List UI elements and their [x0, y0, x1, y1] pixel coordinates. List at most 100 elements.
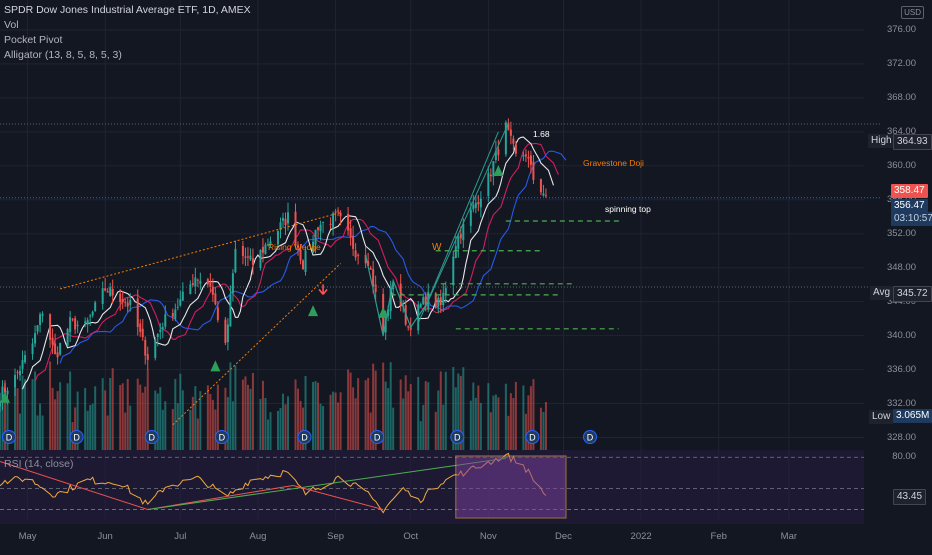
sell-arrow-icon: [318, 284, 328, 295]
pocket-pivot-arrow: [210, 360, 221, 372]
volume-bar: [129, 405, 132, 450]
volume-bar: [374, 370, 377, 450]
candle-body: [179, 299, 182, 306]
wedge-trendline: [172, 263, 341, 426]
candle-body: [374, 284, 377, 293]
candle-body: [319, 224, 322, 232]
candle-body: [129, 299, 132, 306]
volume-bar: [269, 412, 272, 450]
candle-body: [156, 334, 159, 338]
candle-body: [494, 150, 497, 161]
volume-bar: [329, 394, 332, 450]
volume-bar: [314, 381, 317, 450]
candle-body: [529, 155, 532, 165]
volume-bar: [4, 383, 7, 450]
candle-body: [487, 172, 490, 197]
time-axis-label: Dec: [555, 531, 572, 542]
volume-bar: [121, 383, 124, 450]
spinning-top-label: spinning top: [605, 204, 651, 214]
volume-bar: [512, 398, 515, 450]
volume-bar: [409, 384, 412, 450]
volume-bar: [231, 401, 234, 450]
candle-body: [347, 213, 350, 231]
volume-bar: [367, 377, 370, 450]
candle-body: [297, 248, 300, 250]
candle-body: [49, 314, 52, 340]
volume-bar: [312, 381, 315, 450]
volume-bar: [297, 388, 300, 450]
currency-label[interactable]: USD: [901, 6, 924, 19]
candle-body: [229, 294, 232, 327]
candle-body: [206, 279, 209, 285]
candle-body: [492, 161, 495, 177]
dividend-icon: [583, 430, 598, 444]
volume-bar: [6, 400, 9, 450]
alligator-indicator-label[interactable]: Alligator (13, 8, 5, 8, 5, 3): [4, 49, 122, 61]
volume-bar: [434, 411, 437, 450]
volume-bar: [24, 379, 27, 450]
candle-body: [387, 309, 390, 316]
volume-bar: [284, 404, 287, 450]
candle-body: [407, 326, 410, 328]
candle-body: [504, 122, 507, 155]
rsi-indicator-label[interactable]: RSI (14, close): [4, 458, 74, 470]
candle-body: [161, 327, 164, 330]
volume-bar: [51, 387, 54, 450]
dividend-icon: [214, 430, 229, 444]
volume-bar: [507, 415, 510, 450]
volume-bar: [402, 398, 405, 450]
candle-body: [497, 149, 500, 156]
avg-price-badge: 345.72: [893, 286, 932, 302]
symbol-title[interactable]: SPDR Dow Jones Industrial Average ETF, 1…: [4, 4, 251, 16]
candle-body: [514, 144, 517, 154]
dividend-icon: [370, 430, 385, 444]
volume-bar: [94, 386, 97, 450]
candle-body: [249, 255, 252, 260]
volume-bar: [144, 386, 147, 450]
volume-bar: [159, 387, 162, 450]
candle-body: [234, 248, 237, 273]
volume-bar: [529, 386, 532, 450]
volume-bar: [276, 410, 279, 450]
candle-body: [422, 297, 425, 305]
candle-body: [241, 246, 244, 256]
volume-bar: [189, 410, 192, 450]
volume-bar: [452, 366, 455, 450]
volume-bar: [287, 396, 289, 450]
candle-body: [119, 293, 122, 303]
candle-body: [524, 154, 527, 157]
volume-bar: [264, 397, 267, 450]
volume-bar: [299, 400, 302, 450]
volume-bar: [76, 391, 79, 450]
candle-body: [196, 279, 199, 281]
volume-bar: [59, 382, 62, 450]
dividend-marker-label: D: [149, 433, 156, 443]
volume-bar: [479, 402, 482, 450]
volume-bar: [139, 384, 142, 450]
dividend-marker-label: D: [6, 433, 13, 443]
candle-body: [452, 256, 455, 286]
candle-body: [329, 223, 332, 225]
w-pattern-label: W: [432, 242, 442, 253]
volume-indicator-label[interactable]: Vol: [4, 19, 19, 31]
candle-body: [509, 129, 512, 136]
volume-bar: [234, 365, 237, 450]
volume-bar: [91, 403, 94, 450]
candle-body: [314, 229, 317, 245]
pocket-pivot-indicator-label[interactable]: Pocket Pivot: [4, 34, 63, 46]
volume-bar: [444, 371, 447, 450]
volume-bar: [181, 390, 184, 450]
price-axis-tick: 368.00: [886, 91, 916, 103]
volume-bar: [384, 381, 387, 450]
candle-body: [164, 314, 167, 327]
candle-body: [226, 324, 229, 343]
volume-bar: [119, 384, 122, 450]
candle-body: [214, 293, 217, 305]
time-axis-label: Feb: [710, 531, 727, 542]
volume-bar: [399, 379, 402, 450]
alligator-teeth-line: [34, 142, 559, 382]
candle-body: [54, 343, 57, 355]
candle-body: [121, 298, 124, 303]
